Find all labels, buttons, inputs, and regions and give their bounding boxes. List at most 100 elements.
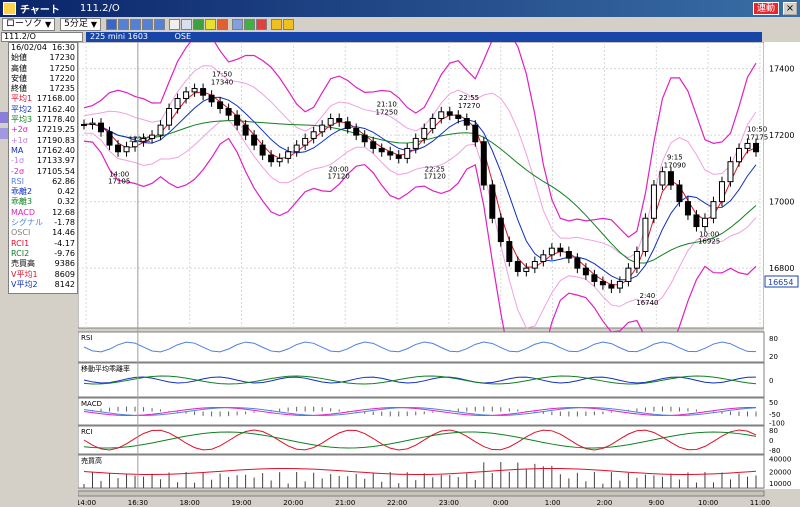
trend-line-icon[interactable] <box>217 19 229 30</box>
info-value: 17219.25 <box>36 125 75 135</box>
symbol-info-strip: 225 mini 1603 OSE <box>86 32 762 42</box>
link-button[interactable]: 連動 <box>752 2 779 15</box>
indicator-panel-label: RSI <box>81 334 92 342</box>
indicator-panel-bg <box>77 362 765 398</box>
marker-icon[interactable] <box>244 19 256 30</box>
chart-style-icon[interactable] <box>106 19 118 30</box>
info-label: MACD <box>11 207 35 217</box>
candle-body <box>174 98 181 110</box>
candle-body <box>735 147 742 163</box>
candle-body <box>650 184 657 219</box>
bb-icon[interactable] <box>130 19 142 30</box>
interval-dropdown[interactable]: 5分足 ▼ <box>60 18 102 31</box>
info-value: 12.68 <box>52 207 75 217</box>
eraser-icon[interactable] <box>256 19 268 30</box>
window-title: チャート <box>20 5 60 16</box>
candle-body <box>744 142 751 149</box>
candle-body <box>633 251 640 269</box>
deviation2-line <box>83 376 757 384</box>
candle-body <box>251 134 258 146</box>
time-tick-label: 23:00 <box>439 499 459 507</box>
draw-icon[interactable] <box>205 19 217 30</box>
candle-body <box>531 260 538 269</box>
info-label: +1σ <box>11 135 28 145</box>
indicator-tick-label: -50 <box>769 411 780 419</box>
symbol-exchange: OSE <box>174 32 192 41</box>
symbol-name: 225 mini 1603 <box>90 32 149 41</box>
time-tick-label: 2:00 <box>597 499 613 507</box>
time-tick-label: 0:00 <box>493 499 509 507</box>
indicator-panel-bg <box>77 397 765 426</box>
info-label: 安値 <box>11 73 27 83</box>
info-label: RCI1 <box>11 238 30 248</box>
refresh-icon[interactable] <box>193 19 205 30</box>
info-value: -1.78 <box>54 218 75 228</box>
close-button[interactable]: × <box>783 2 797 15</box>
candle-body <box>455 114 462 119</box>
candle-body <box>259 144 266 156</box>
info-label: 16/02/04 <box>11 43 47 52</box>
zoom-out-icon[interactable] <box>283 19 295 30</box>
annotation-time: 22:55 <box>459 94 479 102</box>
info-row: RSI 62.86 <box>9 177 77 187</box>
candle-body <box>217 101 224 110</box>
info-row: 平均3 17178.40 <box>9 115 77 125</box>
info-label: RSI <box>11 176 24 186</box>
candle-body <box>353 127 360 136</box>
ma3-line <box>83 120 757 264</box>
info-value: 8142 <box>54 279 75 289</box>
info-row: V平均2 8142 <box>9 280 77 290</box>
ma-icon[interactable] <box>118 19 130 30</box>
price-axis-bg <box>764 42 800 507</box>
candle-body <box>514 260 521 272</box>
candle-body <box>753 142 759 153</box>
chart-type-dropdown[interactable]: ローソク ▼ <box>2 18 56 31</box>
ma-bb-icon[interactable] <box>142 19 154 30</box>
symbol-input[interactable]: 111.2/O <box>1 32 83 42</box>
candle-body <box>404 147 411 159</box>
info-value: 17168.00 <box>36 94 75 104</box>
info-label: 終値 <box>11 84 27 94</box>
macd-line <box>83 407 757 416</box>
indicator-tick-label: -80 <box>769 447 780 455</box>
candle-body <box>557 247 564 253</box>
table-icon[interactable] <box>181 19 193 30</box>
info-row: MACD 12.68 <box>9 208 77 218</box>
pen-icon[interactable] <box>232 19 244 30</box>
info-value: -4.17 <box>54 238 75 248</box>
chevron-down-icon: ▼ <box>45 20 52 29</box>
info-label: OSCI <box>11 228 31 238</box>
annotation-price: 16740 <box>636 299 658 307</box>
annotation-time: 10:50 <box>747 125 767 133</box>
candle-body <box>319 124 326 133</box>
candle-body <box>472 124 479 143</box>
candle-body <box>421 127 428 139</box>
indicator-icon[interactable] <box>154 19 166 30</box>
candle-body <box>463 117 470 126</box>
info-value: 17235 <box>49 84 75 94</box>
candle-body <box>327 117 334 126</box>
info-row: 平均1 17168.00 <box>9 94 77 104</box>
candle-body <box>123 146 130 153</box>
info-label: 平均1 <box>11 94 33 104</box>
price-tick-label: 16800 <box>769 264 794 273</box>
line-chart-icon[interactable] <box>169 19 181 30</box>
info-value: 14.46 <box>52 228 75 238</box>
candle-body <box>276 157 283 163</box>
zoom-in-icon[interactable] <box>271 19 283 30</box>
scrollbar-track <box>77 490 765 497</box>
candle-body <box>234 114 241 126</box>
info-label: -1σ <box>11 156 25 166</box>
annotation-price: 17250 <box>376 108 398 116</box>
time-tick-label: 16:30 <box>128 499 148 507</box>
annotation-time: 21:10 <box>377 100 397 108</box>
chart-area[interactable]: 16800 17000 17200 17400 16654 14:00 17105 17232… <box>76 29 800 507</box>
candle-body <box>599 280 606 286</box>
time-tick-label: 10:00 <box>698 499 718 507</box>
candle-body <box>429 117 436 129</box>
info-row: 始値 17230 <box>9 53 77 63</box>
info-row: 乖離2 0.42 <box>9 187 77 197</box>
price-chart[interactable]: 168001700017200174001665414:001710517232… <box>76 29 800 507</box>
info-row: シグナル -1.78 <box>9 218 77 228</box>
candle-body <box>149 134 156 139</box>
